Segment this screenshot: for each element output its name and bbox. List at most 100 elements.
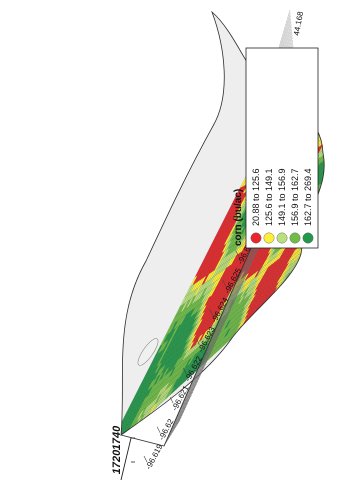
surface-cell xyxy=(333,200,340,209)
surface-cell xyxy=(331,194,338,203)
surface-cell xyxy=(330,0,337,10)
surface-cell xyxy=(335,195,341,204)
x-tick-mark xyxy=(183,367,187,375)
surface-cell xyxy=(338,116,341,125)
surface-cell xyxy=(325,82,332,92)
hatch-line xyxy=(174,394,192,422)
surface-cell xyxy=(333,146,340,155)
surface-cell xyxy=(337,56,341,66)
surface-cell xyxy=(328,204,335,213)
surface-cell xyxy=(325,151,332,160)
surface-cell xyxy=(323,115,325,127)
hatch-line xyxy=(186,367,205,394)
surface-cell xyxy=(320,196,325,207)
hatch-line xyxy=(207,319,227,347)
hatch-line xyxy=(221,286,242,314)
surface-cell xyxy=(314,28,323,40)
surface-cell xyxy=(329,191,336,200)
x-tick-mark xyxy=(222,279,226,287)
surface-cell xyxy=(323,210,325,221)
surface-cell xyxy=(332,50,339,60)
surface-cell xyxy=(321,67,325,79)
surface-cell xyxy=(334,41,341,51)
surface-cell xyxy=(312,38,321,50)
surface-cell xyxy=(334,16,341,26)
surface-cell xyxy=(334,57,341,67)
hatch-line xyxy=(182,378,200,405)
hatch-line xyxy=(175,392,193,419)
surface-cell xyxy=(319,193,325,203)
surface-cell xyxy=(323,203,325,213)
surface-cell xyxy=(335,117,341,126)
surface-cell xyxy=(321,27,325,39)
hatch-line xyxy=(234,258,255,287)
surface-cell xyxy=(327,43,334,53)
surface-cell xyxy=(291,273,300,283)
surface-cell xyxy=(297,262,305,273)
surface-cell xyxy=(337,16,341,26)
surface-cell xyxy=(326,201,333,210)
surface-cell xyxy=(332,197,339,206)
surface-cell xyxy=(319,52,325,64)
surface-cell xyxy=(330,143,337,152)
surface-cell xyxy=(329,154,336,163)
surface-cell xyxy=(330,73,337,83)
surface-cell xyxy=(337,7,341,17)
surface-cell xyxy=(296,266,304,277)
surface-cell xyxy=(327,115,334,125)
hatch-line xyxy=(211,311,230,339)
surface-cell xyxy=(317,207,325,217)
surface-cell xyxy=(331,163,338,172)
surface-cell xyxy=(336,104,341,113)
surface-cell xyxy=(334,130,341,139)
hatch-line xyxy=(179,383,197,411)
surface-cell xyxy=(327,193,334,202)
hatch-line xyxy=(237,250,259,279)
hatch-line xyxy=(169,405,187,433)
surface-cell xyxy=(321,75,325,86)
y-tick-label: 44.168 xyxy=(292,10,305,36)
legend: corn (bu/ac) 20.88 to 125.6 125.6 to 149.… xyxy=(233,47,319,249)
surface-cell xyxy=(321,116,325,128)
hatch-line xyxy=(165,417,182,444)
surface-cell xyxy=(318,164,325,175)
surface-cell xyxy=(334,207,341,216)
surface-cell xyxy=(325,177,332,186)
surface-cell xyxy=(324,161,325,172)
surface-cell xyxy=(337,70,341,80)
surface-cell xyxy=(325,190,332,199)
x-tick-mark xyxy=(143,455,148,463)
surface-cell xyxy=(332,79,339,89)
surface-cell xyxy=(330,120,337,130)
surface-cell xyxy=(319,90,325,101)
hatch-line xyxy=(238,247,260,276)
x-tick-mark xyxy=(209,309,213,316)
surface-cell xyxy=(328,149,335,158)
surface-cell xyxy=(322,102,325,114)
legend-label: 162.7 to 269.4 xyxy=(303,168,313,226)
hatch-line xyxy=(163,419,181,447)
surface-cell xyxy=(325,214,332,223)
surface-cell xyxy=(326,134,333,144)
surface-cell xyxy=(335,140,341,149)
surface-cell xyxy=(330,80,337,90)
surface-cell xyxy=(317,154,325,166)
surface-cell xyxy=(317,171,325,181)
surface-cell xyxy=(326,156,333,165)
surface-cell xyxy=(327,51,334,61)
surface-cell xyxy=(331,209,338,218)
hatch-line xyxy=(190,358,209,386)
surface-cell xyxy=(326,171,333,180)
x-tick-mark xyxy=(235,250,240,257)
surface-cell xyxy=(335,179,341,188)
surface-cell xyxy=(321,215,325,225)
surface-cell xyxy=(327,81,334,91)
surface-cell xyxy=(300,249,309,260)
surface-cell xyxy=(326,102,333,112)
surface-cell xyxy=(332,17,339,27)
legend-label: 20.88 to 125.6 xyxy=(251,168,261,226)
surface-cell xyxy=(333,192,340,201)
surface-cell xyxy=(328,165,335,174)
surface-cell xyxy=(335,71,341,81)
